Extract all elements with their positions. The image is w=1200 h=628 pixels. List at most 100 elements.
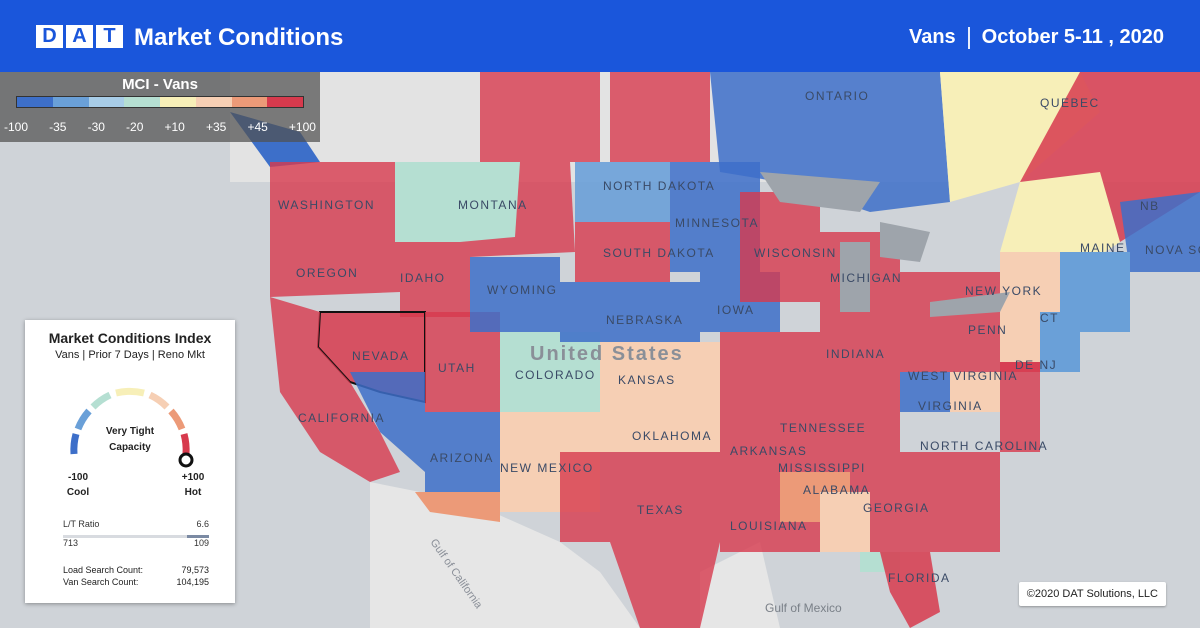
label-wisconsin: WISCONSIN: [754, 246, 837, 260]
gauge-min-value: -100: [67, 472, 88, 483]
legend-label: +10: [164, 120, 185, 134]
legend-color-scale: [16, 96, 304, 108]
label-mississippi: MISSISSIPPI: [778, 461, 866, 475]
copyright-notice: ©2020 DAT Solutions, LLC: [1018, 582, 1166, 606]
label-oklahoma: OKLAHOMA: [632, 429, 712, 443]
market-map[interactable]: ONTARIO QUEBEC NB NOVA SC WASHINGTON ORE…: [0, 72, 1200, 628]
mci-gauge: [70, 387, 194, 468]
label-oregon: OREGON: [296, 266, 358, 280]
gauge-min-label: Cool: [66, 487, 90, 498]
date-range: October 5-11 , 2020: [981, 26, 1164, 48]
label-idaho: IDAHO: [400, 271, 446, 285]
label-indiana: INDIANA: [826, 347, 885, 361]
label-north-carolina: NORTH CAROLINA: [920, 439, 1048, 453]
label-maine: MAINE: [1080, 241, 1126, 255]
gauge-status-line1: Very Tight: [105, 426, 155, 437]
lt-ratio-bar: [63, 535, 209, 538]
legend-label: -35: [49, 120, 67, 134]
legend-label: +100: [288, 120, 316, 134]
header-bar: D A T Market Conditions Vans October 5-1…: [0, 0, 1200, 72]
label-nb: NB: [1140, 199, 1160, 213]
legend-label: +45: [247, 120, 268, 134]
van-search-value: 104,195: [176, 577, 209, 587]
lt-counts-row: 713 109: [63, 538, 209, 548]
load-search-label: Load Search Count:: [63, 565, 144, 575]
label-montana: MONTANA: [458, 198, 528, 212]
label-washington: WASHINGTON: [278, 198, 375, 212]
lt-load-count: 713: [63, 538, 79, 548]
lt-ratio-bar-fill: [187, 535, 209, 538]
label-colorado: COLORADO: [515, 368, 596, 382]
legend-swatch: [52, 97, 89, 107]
legend-labels: -100 -35 -30 -20 +10 +35 +45 +100: [4, 120, 316, 134]
gauge-max-value: +100: [181, 472, 205, 483]
dat-logo: D A T: [36, 25, 123, 48]
label-tennessee: TENNESSEE: [780, 421, 866, 435]
label-de-nj: DE NJ: [1015, 358, 1057, 372]
label-ontario: ONTARIO: [805, 89, 869, 103]
label-iowa: IOWA: [717, 303, 755, 317]
label-nebraska: NEBRASKA: [606, 313, 683, 327]
label-united-states: United States: [530, 343, 684, 365]
equipment-type: Vans: [908, 26, 956, 48]
label-utah: UTAH: [438, 361, 476, 375]
lt-ratio-row: L/T Ratio 6.6: [63, 519, 209, 529]
label-penn: PENN: [968, 323, 1007, 337]
label-texas: TEXAS: [637, 503, 684, 517]
label-nevada: NEVADA: [352, 349, 409, 363]
load-search-value: 79,573: [181, 565, 209, 575]
card-title: Market Conditions Index: [48, 330, 212, 346]
label-wyoming: WYOMING: [487, 283, 558, 297]
lt-ratio-value: 6.6: [196, 519, 209, 529]
label-arkansas: ARKANSAS: [730, 444, 807, 458]
logo-letter-t: T: [96, 25, 123, 48]
legend-label: +35: [205, 120, 227, 134]
label-virginia: VIRGINIA: [918, 399, 983, 413]
label-louisiana: LOUISIANA: [730, 519, 808, 533]
header-context: Vans October 5-11 , 2020: [909, 26, 1164, 49]
lt-truck-count: 109: [193, 538, 209, 548]
label-arizona: ARIZONA: [430, 451, 494, 465]
label-quebec: QUEBEC: [1040, 96, 1100, 110]
map-canvas: ONTARIO QUEBEC NB NOVA SC WASHINGTON ORE…: [0, 72, 1200, 628]
label-georgia: GEORGIA: [863, 501, 930, 515]
gauge-status-line2: Capacity: [109, 442, 151, 453]
label-nova-sc: NOVA SC: [1145, 243, 1200, 257]
label-new-mexico: NEW MEXICO: [500, 461, 594, 475]
legend-swatch: [124, 97, 160, 107]
label-ct: CT: [1040, 311, 1059, 325]
legend-swatch: [267, 97, 303, 107]
gauge-indicator: [178, 452, 194, 468]
label-florida: FLORIDA: [888, 571, 951, 585]
header-divider: [967, 26, 970, 49]
gauge-max-label: Hot: [184, 487, 202, 498]
page-title: Market Conditions: [134, 24, 344, 51]
logo-letter-d: D: [36, 25, 63, 48]
label-alabama: ALABAMA: [803, 483, 870, 497]
legend-swatch: [231, 97, 268, 107]
legend-label: -30: [87, 120, 105, 134]
legend-swatch: [195, 97, 232, 107]
label-north-dakota: NORTH DAKOTA: [603, 179, 715, 193]
van-search-label: Van Search Count:: [63, 577, 139, 587]
lt-ratio-label: L/T Ratio: [63, 519, 100, 529]
label-west-virginia: WEST VIRGINIA: [908, 369, 1018, 383]
legend-title: MCI - Vans: [122, 76, 198, 93]
market-index-card: Market Conditions Index Vans | Prior 7 D…: [25, 320, 235, 603]
label-south-dakota: SOUTH DAKOTA: [603, 246, 715, 260]
label-gulf-of-mexico: Gulf of Mexico: [765, 601, 842, 615]
legend-swatch: [160, 97, 196, 107]
legend-swatch: [88, 97, 125, 107]
load-search-row: Load Search Count: 79,573: [63, 565, 209, 575]
label-michigan: MICHIGAN: [830, 271, 902, 285]
legend-label: -20: [126, 120, 144, 134]
label-new-york: NEW YORK: [965, 284, 1042, 298]
logo-letter-a: A: [66, 25, 93, 48]
van-search-row: Van Search Count: 104,195: [63, 577, 209, 587]
legend-label: -100: [4, 120, 29, 134]
label-california: CALIFORNIA: [298, 411, 385, 425]
label-kansas: KANSAS: [618, 373, 676, 387]
card-subtitle: Vans | Prior 7 Days | Reno Mkt: [55, 349, 205, 361]
mci-legend: MCI - Vans -100 -35 -30 -20 +10 +35 +45 …: [0, 72, 320, 142]
legend-swatch: [17, 97, 53, 107]
